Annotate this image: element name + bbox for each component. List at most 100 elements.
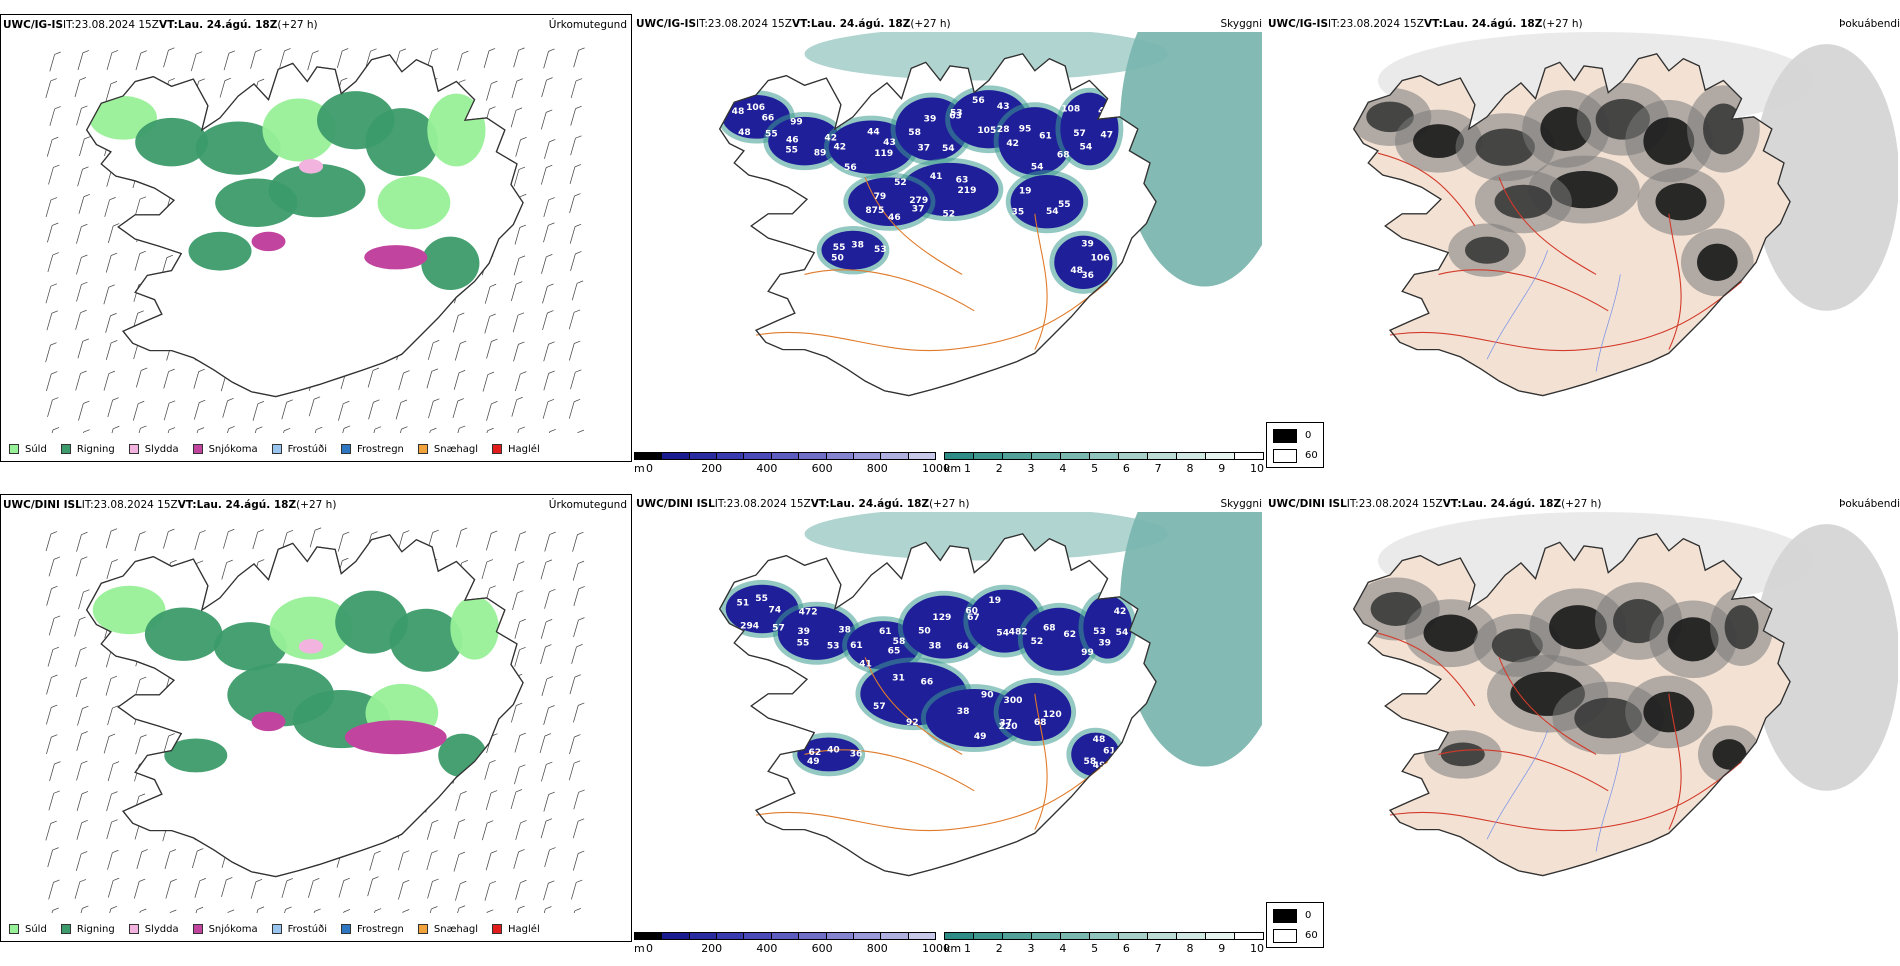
visibility-label: 58 <box>1084 757 1097 767</box>
colorbar-label: 400 <box>756 942 777 955</box>
visibility-label: 28 <box>997 125 1010 135</box>
map-area <box>1270 512 1898 916</box>
legend-label: Haglél <box>508 924 540 935</box>
visibility-label: 48 <box>1093 735 1106 745</box>
visibility-label: 50 <box>918 626 931 636</box>
colorbar-label: 9 <box>1218 462 1225 475</box>
visibility-label: 57 <box>873 702 886 712</box>
visibility-label: 52 <box>942 209 955 219</box>
legend-label: Frostregn <box>357 444 404 455</box>
colorbar-label: 1 <box>964 942 971 955</box>
visibility-label: 48 <box>738 128 751 138</box>
visibility-label: 66 <box>921 677 934 687</box>
fog-legend-label: 0 <box>1305 910 1311 921</box>
colorbar-label: 2 <box>996 942 1003 955</box>
visibility-label: 219 <box>957 186 976 196</box>
colorbar-unit: km <box>944 462 961 475</box>
visibility-label: 54 <box>1031 163 1044 173</box>
colorbar-label: 4 <box>1059 942 1066 955</box>
visibility-label: 47 <box>1100 131 1113 141</box>
visibility-label: 63 <box>956 175 969 185</box>
visibility-label: 53 <box>827 641 840 651</box>
visibility-label: 129 <box>932 613 951 623</box>
visibility-label: 53 <box>950 108 963 118</box>
legend-label: Snæhagl <box>434 924 478 935</box>
visibility-label: 38 <box>929 642 942 652</box>
visibility-label: 89 <box>814 148 827 158</box>
visibility-label: 68 <box>1034 718 1047 728</box>
visibility-label: 54 <box>1116 628 1129 638</box>
panel-name: Þokuábendi <box>1839 18 1900 30</box>
visibility-label: 62 <box>1063 630 1076 640</box>
fog-legend: 0 60 <box>1266 902 1324 948</box>
visibility-label: 56 <box>844 163 857 173</box>
it-label: IT: <box>1328 18 1340 30</box>
model-name: UWC/DINI ISL <box>3 499 82 511</box>
legend-item: Slydda <box>129 924 179 935</box>
fog-legend-label: 60 <box>1305 930 1318 941</box>
colorbar-label: 1 <box>964 462 971 475</box>
model-name: UWC/IG-IS <box>1268 18 1328 30</box>
lead-time: (+27 h) <box>1542 18 1582 30</box>
iceland-map <box>5 513 629 913</box>
visibility-label: 74 <box>769 606 782 616</box>
visibility-label: 48 <box>1070 266 1083 276</box>
visibility-label: 19 <box>988 596 1001 606</box>
legend-swatch <box>129 924 139 934</box>
visibility-label: 64 <box>956 642 969 652</box>
init-time: 23.08.2024 15Z <box>1340 18 1424 30</box>
valid-time: Lau. 24.ágú. 18Z <box>830 498 929 510</box>
visibility-label: 42 <box>1006 139 1019 149</box>
model-name: UWC/IG-IS <box>636 18 696 30</box>
legend-swatch <box>61 924 71 934</box>
visibility-label: 52 <box>1031 637 1044 647</box>
fog-index-panel: UWC/IG-ISIT:23.08.2024 15ZVT:Lau. 24.ágú… <box>1266 14 1900 462</box>
model-name: UWC/DINI ISL <box>636 498 715 510</box>
it-label: IT: <box>696 18 708 30</box>
legend-label: Frostúði <box>288 924 327 935</box>
legend-swatch <box>492 924 502 934</box>
legend-label: Haglél <box>508 444 540 455</box>
colorbar-label: 8 <box>1186 942 1193 955</box>
visibility-label: 53 <box>874 245 887 255</box>
legend-label: Frostúði <box>288 444 327 455</box>
visibility-label: 42 <box>833 143 846 153</box>
visibility-label: 68 <box>1043 623 1056 633</box>
colorbar-label: 10 <box>1250 942 1264 955</box>
colorbar-label: 7 <box>1155 942 1162 955</box>
valid-time: Lau. 24.ágú. 18Z <box>1462 498 1561 510</box>
iceland-map <box>5 33 629 433</box>
colorbar-label: 7 <box>1155 462 1162 475</box>
visibility-label: 44 <box>867 128 880 138</box>
map-area <box>1270 32 1898 436</box>
visibility-label: 48 <box>732 107 745 117</box>
lead-time: (+27 h) <box>929 498 969 510</box>
legend-label: Súld <box>25 924 47 935</box>
legend-swatch <box>61 444 71 454</box>
colorbar-label: 200 <box>701 942 722 955</box>
visibility-label: 61 <box>879 627 892 637</box>
visibility-label: 79 <box>874 192 887 202</box>
visibility-label: 61 <box>850 641 863 651</box>
visibility-label: 482 <box>1009 627 1028 637</box>
vt-label: VT: <box>1424 18 1443 30</box>
visibility-label: 92 <box>906 718 919 728</box>
visibility-label: 50 <box>831 254 844 264</box>
visibility-label: 54 <box>1080 142 1093 152</box>
visibility-label: 99 <box>790 117 803 127</box>
visibility-label: 42 <box>1114 607 1127 617</box>
visibility-panel: UWC/IG-ISIT:23.08.2024 15ZVT:Lau. 24.ágú… <box>634 14 1266 462</box>
colorbar-label: 200 <box>701 462 722 475</box>
colorbar-label: 10 <box>1250 462 1264 475</box>
vt-label: VT: <box>1443 498 1462 510</box>
fog-legend-swatch <box>1273 909 1297 923</box>
legend-label: Rigning <box>77 444 115 455</box>
visibility-label: 66 <box>762 113 775 123</box>
legend-item: Rigning <box>61 444 115 455</box>
model-name: UWC/DINI ISL <box>1268 498 1347 510</box>
